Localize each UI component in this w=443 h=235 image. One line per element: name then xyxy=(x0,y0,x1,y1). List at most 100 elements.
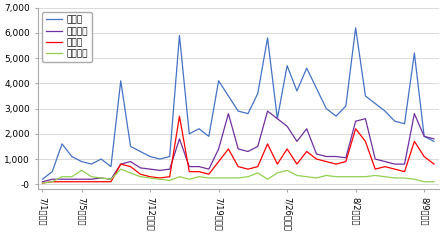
Line: 富士宮口: 富士宮口 xyxy=(43,111,434,182)
須走口 xyxy=(138,173,143,176)
富士宮口 xyxy=(431,137,437,140)
須走口 xyxy=(275,163,280,165)
富士宮口 xyxy=(196,165,202,168)
須走口 xyxy=(177,115,182,118)
須走口 xyxy=(294,163,299,165)
須走口 xyxy=(50,180,55,183)
御殿場口 xyxy=(196,175,202,178)
富士宮口 xyxy=(304,127,309,130)
吉田口 xyxy=(412,52,417,55)
富士宮口 xyxy=(128,160,133,163)
富士宮口 xyxy=(363,117,368,120)
御殿場口 xyxy=(382,175,388,178)
吉田口 xyxy=(79,160,84,163)
御殿場口 xyxy=(40,182,45,184)
御殿場口 xyxy=(304,175,309,178)
富士宮口 xyxy=(265,110,270,113)
富士宮口 xyxy=(236,148,241,150)
吉田口 xyxy=(402,122,407,125)
吉田口 xyxy=(265,36,270,39)
御殿場口 xyxy=(334,175,339,178)
須走口 xyxy=(304,150,309,153)
須走口 xyxy=(245,168,251,171)
吉田口 xyxy=(226,94,231,97)
須走口 xyxy=(167,175,172,178)
吉田口 xyxy=(324,107,329,110)
吉田口 xyxy=(314,87,319,90)
富士宮口 xyxy=(255,145,260,148)
御殿場口 xyxy=(79,169,84,172)
御殿場口 xyxy=(226,176,231,179)
吉田口 xyxy=(392,120,397,123)
Line: 須走口: 須走口 xyxy=(43,116,434,183)
吉田口 xyxy=(157,158,163,161)
富士宮口 xyxy=(89,178,94,181)
吉田口 xyxy=(98,158,104,161)
吉田口 xyxy=(118,79,124,82)
富士宮口 xyxy=(59,178,65,181)
御殿場口 xyxy=(187,178,192,181)
富士宮口 xyxy=(373,158,378,161)
御殿場口 xyxy=(343,175,349,178)
吉田口 xyxy=(167,155,172,158)
富士宮口 xyxy=(324,155,329,158)
御殿場口 xyxy=(294,174,299,177)
吉田口 xyxy=(148,155,153,158)
御殿場口 xyxy=(363,175,368,178)
吉田口 xyxy=(294,90,299,92)
御殿場口 xyxy=(69,175,74,178)
須走口 xyxy=(148,175,153,178)
富士宮口 xyxy=(314,153,319,155)
富士宮口 xyxy=(50,178,55,181)
富士宮口 xyxy=(334,155,339,158)
須走口 xyxy=(216,160,221,163)
御殿場口 xyxy=(206,176,211,179)
富士宮口 xyxy=(226,112,231,115)
吉田口 xyxy=(334,115,339,118)
吉田口 xyxy=(128,145,133,148)
御殿場口 xyxy=(245,175,251,178)
吉田口 xyxy=(138,150,143,153)
須走口 xyxy=(255,165,260,168)
吉田口 xyxy=(245,112,251,115)
御殿場口 xyxy=(216,176,221,179)
御殿場口 xyxy=(177,175,182,178)
吉田口 xyxy=(373,102,378,105)
富士宮口 xyxy=(157,169,163,172)
吉田口 xyxy=(206,135,211,138)
須走口 xyxy=(353,127,358,130)
須走口 xyxy=(373,168,378,171)
須走口 xyxy=(382,165,388,168)
須走口 xyxy=(69,180,74,183)
御殿場口 xyxy=(431,180,437,183)
吉田口 xyxy=(187,132,192,135)
御殿場口 xyxy=(421,180,427,183)
Line: 御殿場口: 御殿場口 xyxy=(43,169,434,183)
須走口 xyxy=(128,165,133,168)
御殿場口 xyxy=(108,178,113,181)
御殿場口 xyxy=(89,175,94,178)
Legend: 吉田口, 富士宮口, 須走口, 御殿場口: 吉田口, 富士宮口, 須走口, 御殿場口 xyxy=(42,12,92,62)
Line: 吉田口: 吉田口 xyxy=(43,28,434,179)
吉田口 xyxy=(108,165,113,168)
御殿場口 xyxy=(392,176,397,179)
富士宮口 xyxy=(118,163,124,165)
須走口 xyxy=(118,163,124,165)
吉田口 xyxy=(284,64,290,67)
富士宮口 xyxy=(382,160,388,163)
富士宮口 xyxy=(402,163,407,165)
御殿場口 xyxy=(128,172,133,174)
富士宮口 xyxy=(187,165,192,168)
須走口 xyxy=(431,163,437,165)
吉田口 xyxy=(236,110,241,113)
吉田口 xyxy=(353,27,358,29)
吉田口 xyxy=(50,170,55,173)
御殿場口 xyxy=(275,172,280,174)
御殿場口 xyxy=(373,174,378,177)
富士宮口 xyxy=(138,166,143,169)
須走口 xyxy=(157,176,163,179)
富士宮口 xyxy=(216,148,221,150)
吉田口 xyxy=(69,155,74,158)
御殿場口 xyxy=(265,178,270,181)
須走口 xyxy=(334,163,339,165)
